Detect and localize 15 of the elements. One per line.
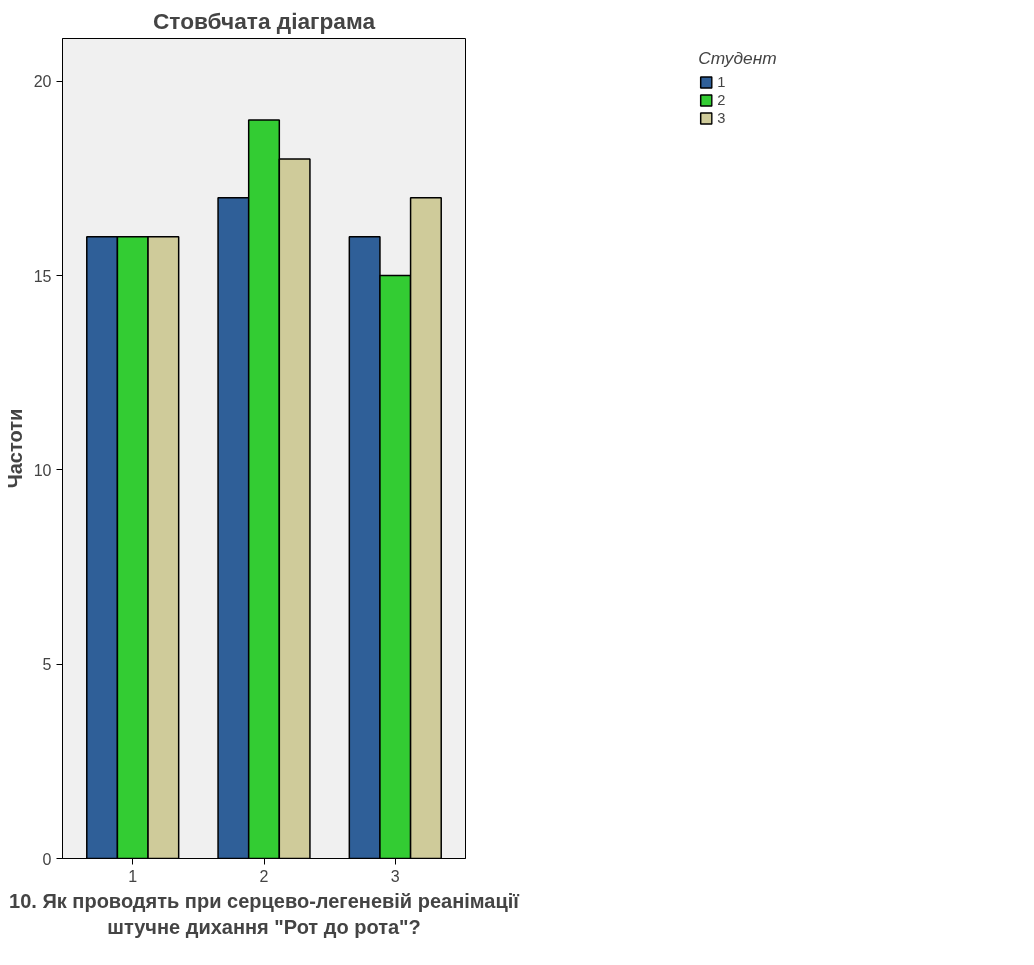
x-tick-label: 3	[390, 867, 400, 885]
x-axis-title: 10. Як проводять при серцево-легеневій реанімації штучне дихання "Рот до рота"?	[9, 889, 520, 938]
y-tick-label: 20	[33, 73, 52, 91]
x-tick-label: 2	[259, 867, 269, 885]
y-tick-label: 5	[42, 656, 52, 674]
y-tick-label: 15	[33, 267, 52, 285]
x-tick-label: 1	[128, 867, 138, 885]
legend-label: 3	[717, 110, 727, 126]
y-tick-label: 10	[33, 461, 52, 479]
legend-label: 2	[717, 92, 727, 108]
legend-title: Студент	[698, 48, 777, 69]
legend-label: 1	[717, 74, 727, 90]
chart-title: Стовбчата діаграма	[152, 7, 376, 34]
y-tick-label: 0	[42, 850, 52, 868]
y-axis-title: Частоти	[3, 408, 26, 489]
